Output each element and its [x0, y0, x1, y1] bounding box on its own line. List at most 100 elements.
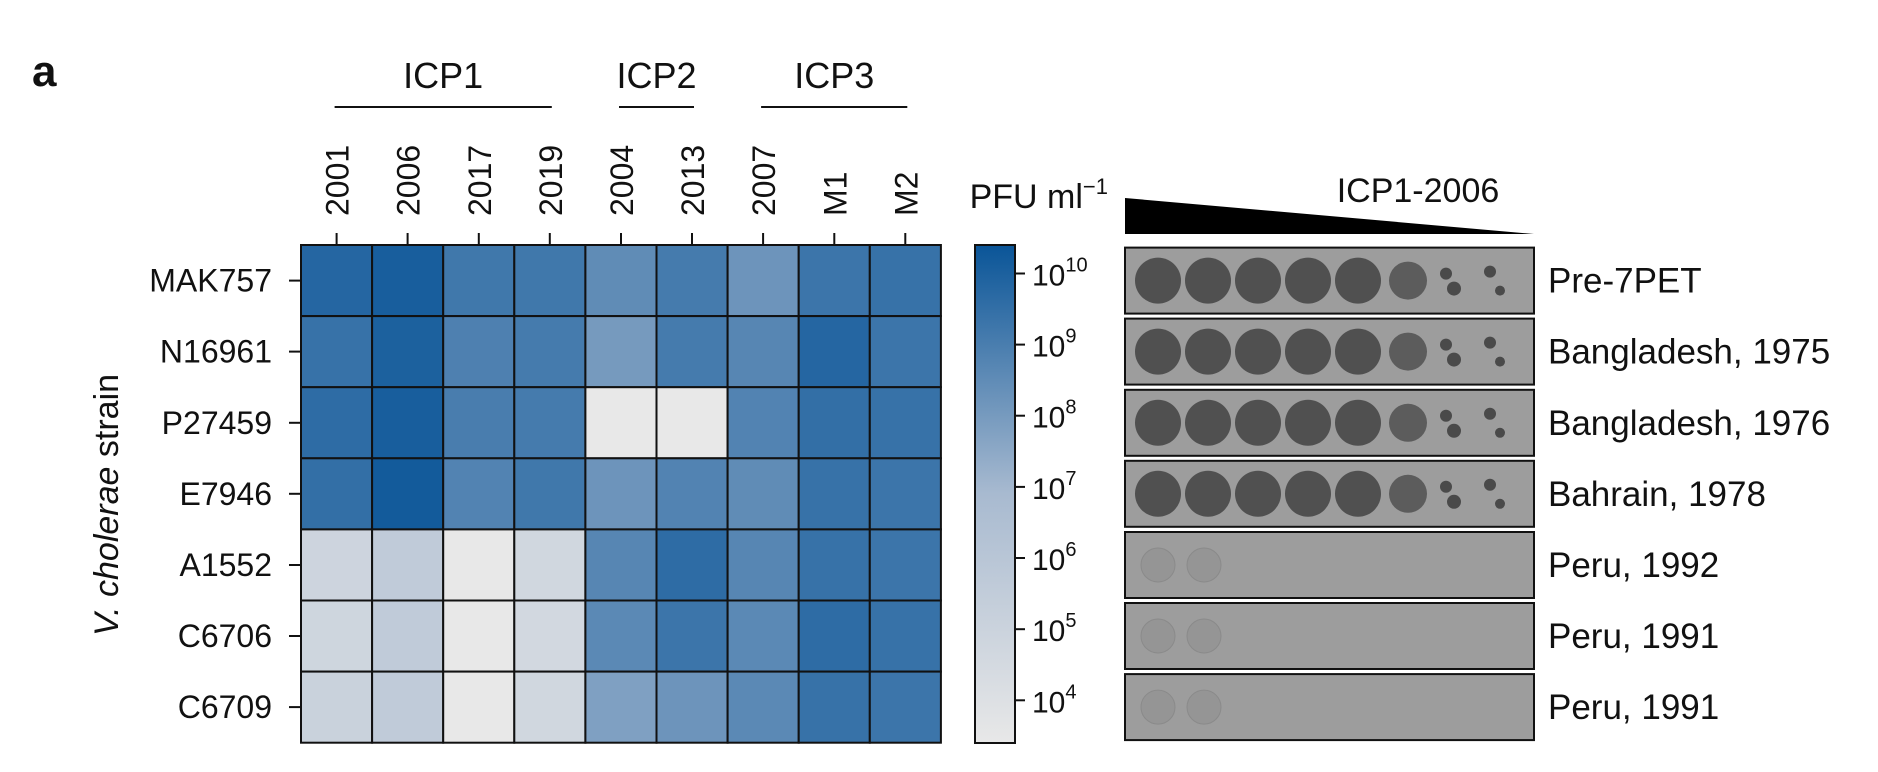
- colorbar-label-main: PFU ml: [970, 178, 1083, 216]
- lysis-spot: [1185, 470, 1231, 517]
- lysis-spot: [1335, 399, 1381, 446]
- lysis-spot: [1135, 470, 1181, 517]
- heatmap-cell-MAK757-M1: [797, 244, 871, 318]
- lysis-spot: [1285, 470, 1331, 517]
- dilution-wedge: [1125, 198, 1534, 234]
- heatmap-cell-C6706-2004: [584, 599, 658, 673]
- lysis-spot: [1135, 257, 1181, 304]
- heatmap-cell-C6706-2013: [655, 599, 729, 673]
- lysis-spot: [1285, 328, 1331, 375]
- heatmap-cell-P27459-M1: [797, 386, 871, 460]
- plaque-dot: [1484, 478, 1496, 491]
- row-label-C6706: C6706: [178, 618, 272, 654]
- heatmap-cell-N16961-2007: [726, 315, 800, 389]
- faint-spot: [1140, 689, 1176, 725]
- column-label-2019: 2019: [533, 145, 569, 216]
- column-label-2006: 2006: [391, 145, 427, 216]
- plaque-dot: [1447, 281, 1461, 296]
- heatmap-cell-C6706-2007: [726, 599, 800, 673]
- heatmap-cell-C6709-2004: [584, 670, 658, 744]
- heatmap-cell-MAK757-2013: [655, 244, 729, 318]
- lysis-spot: [1135, 399, 1181, 446]
- y-axis-label: V. cholerae strain: [88, 374, 126, 636]
- column-label-2017: 2017: [462, 145, 498, 216]
- heatmap-cell-E7946-2004: [584, 457, 658, 531]
- group-label-ICP1: ICP1: [403, 55, 483, 96]
- heatmap-cell-N16961-2006: [371, 315, 445, 389]
- lysis-spot: [1185, 399, 1231, 446]
- row-label-MAK757: MAK757: [149, 263, 272, 299]
- faint-spot: [1140, 547, 1176, 583]
- lysis-spot: [1335, 257, 1381, 304]
- plaque-dot: [1484, 336, 1496, 349]
- heatmap-cell-A1552-2019: [513, 528, 587, 602]
- plaque-dot: [1484, 265, 1496, 278]
- plaque-dot: [1447, 423, 1461, 438]
- lysis-spot: [1335, 328, 1381, 375]
- heatmap-cell-E7946-2013: [655, 457, 729, 531]
- colorbar-tick-label: 108: [1032, 397, 1077, 435]
- row-label-C6709: C6709: [178, 689, 272, 725]
- faint-spot: [1186, 689, 1222, 725]
- heatmap-cell-MAK757-2006: [371, 244, 445, 318]
- lysis-spot: [1235, 399, 1281, 446]
- heatmap-cell-A1552-M2: [868, 528, 942, 602]
- plate-1: [1124, 317, 1535, 386]
- heatmap-cell-A1552-2006: [371, 528, 445, 602]
- colorbar-tick-label: 106: [1032, 539, 1077, 577]
- heatmap-cell-C6706-2019: [513, 599, 587, 673]
- plaque-dot: [1447, 352, 1461, 367]
- faint-spot: [1186, 618, 1222, 654]
- heatmap-cell-E7946-M1: [797, 457, 871, 531]
- plate-5: [1124, 602, 1535, 670]
- heatmap-cell-MAK757-2004: [584, 244, 658, 318]
- colorbar-tick-label: 105: [1032, 610, 1077, 648]
- strain-origin-labels: Pre-7PET Bangladesh, 1975 Bangladesh, 1976…: [1548, 262, 1830, 727]
- colorbar-tick-label: 104: [1032, 681, 1077, 719]
- lysis-spot: [1235, 257, 1281, 304]
- strain-origin-label: Peru, 1992: [1548, 546, 1719, 585]
- heatmap-cell-P27459-2006: [371, 386, 445, 460]
- plate-2: [1124, 388, 1535, 457]
- lysis-spot: [1235, 470, 1281, 517]
- plaque-assay-plates: [1124, 246, 1535, 742]
- heatmap-cell-N16961-2004: [584, 315, 658, 389]
- group-label-ICP2: ICP2: [616, 55, 696, 96]
- lysis-spot: [1389, 332, 1427, 371]
- heatmap-cell-N16961-2013: [655, 315, 729, 389]
- heatmap-cell-A1552-M1: [797, 528, 871, 602]
- heatmap-cell-C6709-M2: [868, 670, 942, 744]
- plate-background: [1124, 531, 1535, 599]
- faint-spot: [1140, 618, 1176, 654]
- heatmap-cell-C6706-M1: [797, 599, 871, 673]
- colorbar: [974, 244, 1016, 744]
- heatmap-cell-C6709-2007: [726, 670, 800, 744]
- lysis-spot: [1389, 261, 1427, 300]
- y-axis-label-roman: strain: [88, 374, 126, 457]
- group-label-ICP3: ICP3: [794, 55, 874, 96]
- heatmap-cell-C6706-M2: [868, 599, 942, 673]
- colorbar-ticks: 1010 109 108 107 106 105 104: [1015, 255, 1088, 719]
- heatmap-cell-E7946-2006: [371, 457, 445, 531]
- heatmap-cell-MAK757-2017: [442, 244, 516, 318]
- plaque-dot: [1440, 409, 1452, 422]
- row-label-A1552: A1552: [179, 547, 272, 583]
- lysis-spot: [1185, 328, 1231, 375]
- plaque-dot: [1495, 356, 1505, 367]
- strain-origin-label: Peru, 1991: [1548, 688, 1719, 727]
- colorbar-label-exponent: −1: [1083, 174, 1108, 199]
- plaque-dot: [1440, 267, 1452, 280]
- row-label-E7946: E7946: [179, 476, 272, 512]
- heatmap-cell-P27459-2019: [513, 386, 587, 460]
- strain-origin-label: Bahrain, 1978: [1548, 475, 1766, 514]
- row-label-N16961: N16961: [160, 334, 272, 370]
- plate-4: [1124, 531, 1535, 599]
- heatmap-cell-P27459-2004: [584, 386, 658, 460]
- heatmap-cell-E7946-2017: [442, 457, 516, 531]
- heatmap-cell-E7946-2001: [300, 457, 374, 531]
- lysis-spot: [1185, 257, 1231, 304]
- plaque-assay-title: ICP1-2006: [1337, 172, 1500, 210]
- lysis-spot: [1135, 328, 1181, 375]
- phage-group-brackets: ICP1 ICP2 ICP3: [334, 55, 908, 108]
- heatmap-cell-E7946-2019: [513, 457, 587, 531]
